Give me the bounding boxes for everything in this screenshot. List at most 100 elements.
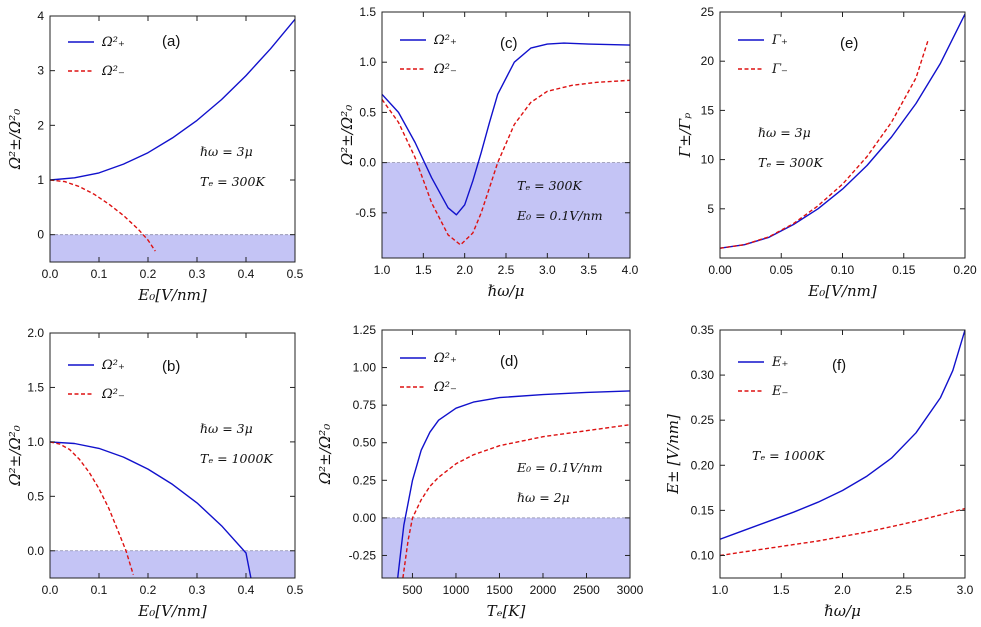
y-tick-label: 0.5 [359, 105, 376, 119]
x-axis-label: Tₑ[K] [487, 602, 526, 620]
chart-panel-f: 1.0 1.5 2.0 2.5 3.0 0.10 0.15 0.20 0.25 0.30 0.35 ℏ… [664, 323, 974, 620]
legend-entry: Γ₊ [771, 33, 788, 48]
y-tick-label: 0.75 [353, 398, 377, 412]
plot-frame [49, 332, 296, 579]
annotation-text: ℏω = 3μ [200, 421, 253, 436]
y-tick-label: 1.25 [353, 323, 377, 337]
annotation-text: ℏω = 3μ [200, 144, 253, 159]
x-tick-label: 0.2 [140, 583, 157, 597]
y-tick-label: -0.25 [349, 548, 377, 562]
y-axis-label: Ω²±/Ω²₀ [6, 425, 24, 487]
y-axis-label: Γ±/Γₚ [676, 113, 694, 158]
annotation-text: Tₑ = 1000K [752, 448, 825, 463]
x-tick-label: 4.0 [622, 263, 639, 277]
x-tick-label: 0.0 [42, 583, 59, 597]
annotation-text: Tₑ = 300K [517, 178, 582, 193]
y-tick-label: 0.0 [27, 544, 44, 558]
legend-entry: E₊ [771, 355, 788, 370]
panel-label: (a) [162, 33, 180, 50]
y-tick-label: 3 [37, 64, 44, 78]
x-tick-label: 3.5 [580, 263, 597, 277]
series-line-minus [50, 179, 156, 252]
x-tick-label: 2.0 [456, 263, 473, 277]
annotation-text: Tₑ = 1000K [200, 451, 273, 466]
chart-panel-b: 0.0 0.1 0.2 0.3 0.4 0.5 0.0 0.5 1.0 1.5 2.0 E₀[V/nm… [6, 326, 304, 620]
chart-panel-d: 500 1000 1500 2000 2500 3000 -0.25 0.00 0.25 0.50… [316, 323, 644, 620]
legend-entry: Ω²₊ [101, 358, 125, 373]
y-tick-label: 0.25 [691, 413, 715, 427]
y-tick-label: 0.50 [353, 436, 377, 450]
annotation-text: Tₑ = 300K [200, 174, 265, 189]
x-tick-label: 0.3 [189, 267, 206, 281]
x-axis-label: E₀[V/nm] [137, 602, 207, 620]
annotation-text: ℏω = 3μ [758, 125, 811, 140]
plot-frame [49, 15, 296, 263]
annotation-text: Tₑ = 300K [758, 155, 823, 170]
chart-panel-e: 0.00 0.05 0.10 0.15 0.20 5 10 15 20 25 E₀[V/nm] Γ±/… [676, 5, 977, 300]
x-tick-label: 0.05 [770, 263, 794, 277]
legend-entry: Ω²₋ [101, 387, 125, 402]
x-tick-label: 0.5 [287, 583, 304, 597]
y-tick-label: 1.0 [359, 55, 376, 69]
x-axis-label: E₀[V/nm] [137, 286, 207, 304]
y-tick-label: 1.5 [359, 5, 376, 19]
series-line-minus [382, 79, 630, 246]
annotation-text: E₀ = 0.1V/nm [516, 460, 603, 475]
y-tick-label: 0.00 [353, 511, 377, 525]
y-tick-label: 0.25 [353, 473, 377, 487]
y-tick-label: 2.0 [27, 326, 44, 340]
x-tick-label: 0.2 [140, 267, 157, 281]
y-axis-label: Ω²±/Ω²₀ [338, 105, 356, 167]
x-tick-label: 0.4 [238, 583, 255, 597]
x-tick-label: 0.1 [91, 583, 108, 597]
y-tick-label: -0.5 [355, 206, 376, 220]
y-tick-label: 0.15 [691, 503, 715, 517]
plot-frame [381, 329, 631, 579]
y-tick-label: 0.5 [27, 489, 44, 503]
series-line-plus [50, 18, 295, 181]
legend-entry: E₋ [771, 384, 788, 399]
x-axis-label: ℏω/μ [824, 602, 861, 620]
x-tick-label: 0.3 [189, 583, 206, 597]
negative-region-shade [382, 162, 630, 258]
legend-entry: Ω²₊ [101, 35, 125, 50]
x-tick-label: 0.4 [238, 267, 255, 281]
x-tick-label: 0.0 [42, 267, 59, 281]
panel-label: (f) [832, 357, 846, 374]
legend-entry: Ω²₋ [433, 380, 457, 395]
y-tick-label: 1.0 [27, 435, 44, 449]
x-tick-label: 0.10 [831, 263, 855, 277]
x-tick-label: 0.5 [287, 267, 304, 281]
annotation-text: E₀ = 0.1V/nm [516, 208, 603, 223]
legend-entry: Ω²₋ [101, 64, 125, 79]
y-axis-label: Ω²±/Ω²₀ [6, 109, 24, 171]
series-line-minus [402, 424, 630, 578]
y-tick-label: 0.0 [359, 156, 376, 170]
negative-region-shade [382, 517, 630, 578]
y-tick-label: 1.5 [27, 380, 44, 394]
y-tick-label: 10 [701, 153, 715, 167]
x-tick-label: 1000 [443, 583, 470, 597]
x-axis-label: ℏω/μ [488, 282, 525, 300]
x-tick-label: 3000 [617, 583, 644, 597]
panel-label: (e) [840, 35, 858, 52]
x-tick-label: 1.5 [773, 583, 790, 597]
annotation-text: ℏω = 2μ [517, 490, 570, 505]
x-tick-label: 2000 [530, 583, 557, 597]
y-tick-label: 2 [37, 118, 44, 132]
y-tick-label: 0.10 [691, 548, 715, 562]
x-tick-label: 2500 [573, 583, 600, 597]
y-tick-label: 4 [37, 9, 44, 23]
series-line-plus [397, 390, 630, 578]
x-tick-label: 500 [402, 583, 422, 597]
y-tick-label: 15 [701, 103, 715, 117]
x-tick-label: 1.0 [712, 583, 729, 597]
series-line-plus [720, 330, 965, 540]
y-axis-label: E± [V/nm] [664, 414, 682, 495]
legend-entry: Ω²₋ [433, 62, 457, 77]
y-tick-label: 25 [701, 5, 715, 19]
y-tick-label: 0.35 [691, 323, 715, 337]
x-tick-label: 3.0 [539, 263, 556, 277]
x-axis-label: E₀[V/nm] [807, 282, 877, 300]
y-tick-label: 0 [37, 228, 44, 242]
